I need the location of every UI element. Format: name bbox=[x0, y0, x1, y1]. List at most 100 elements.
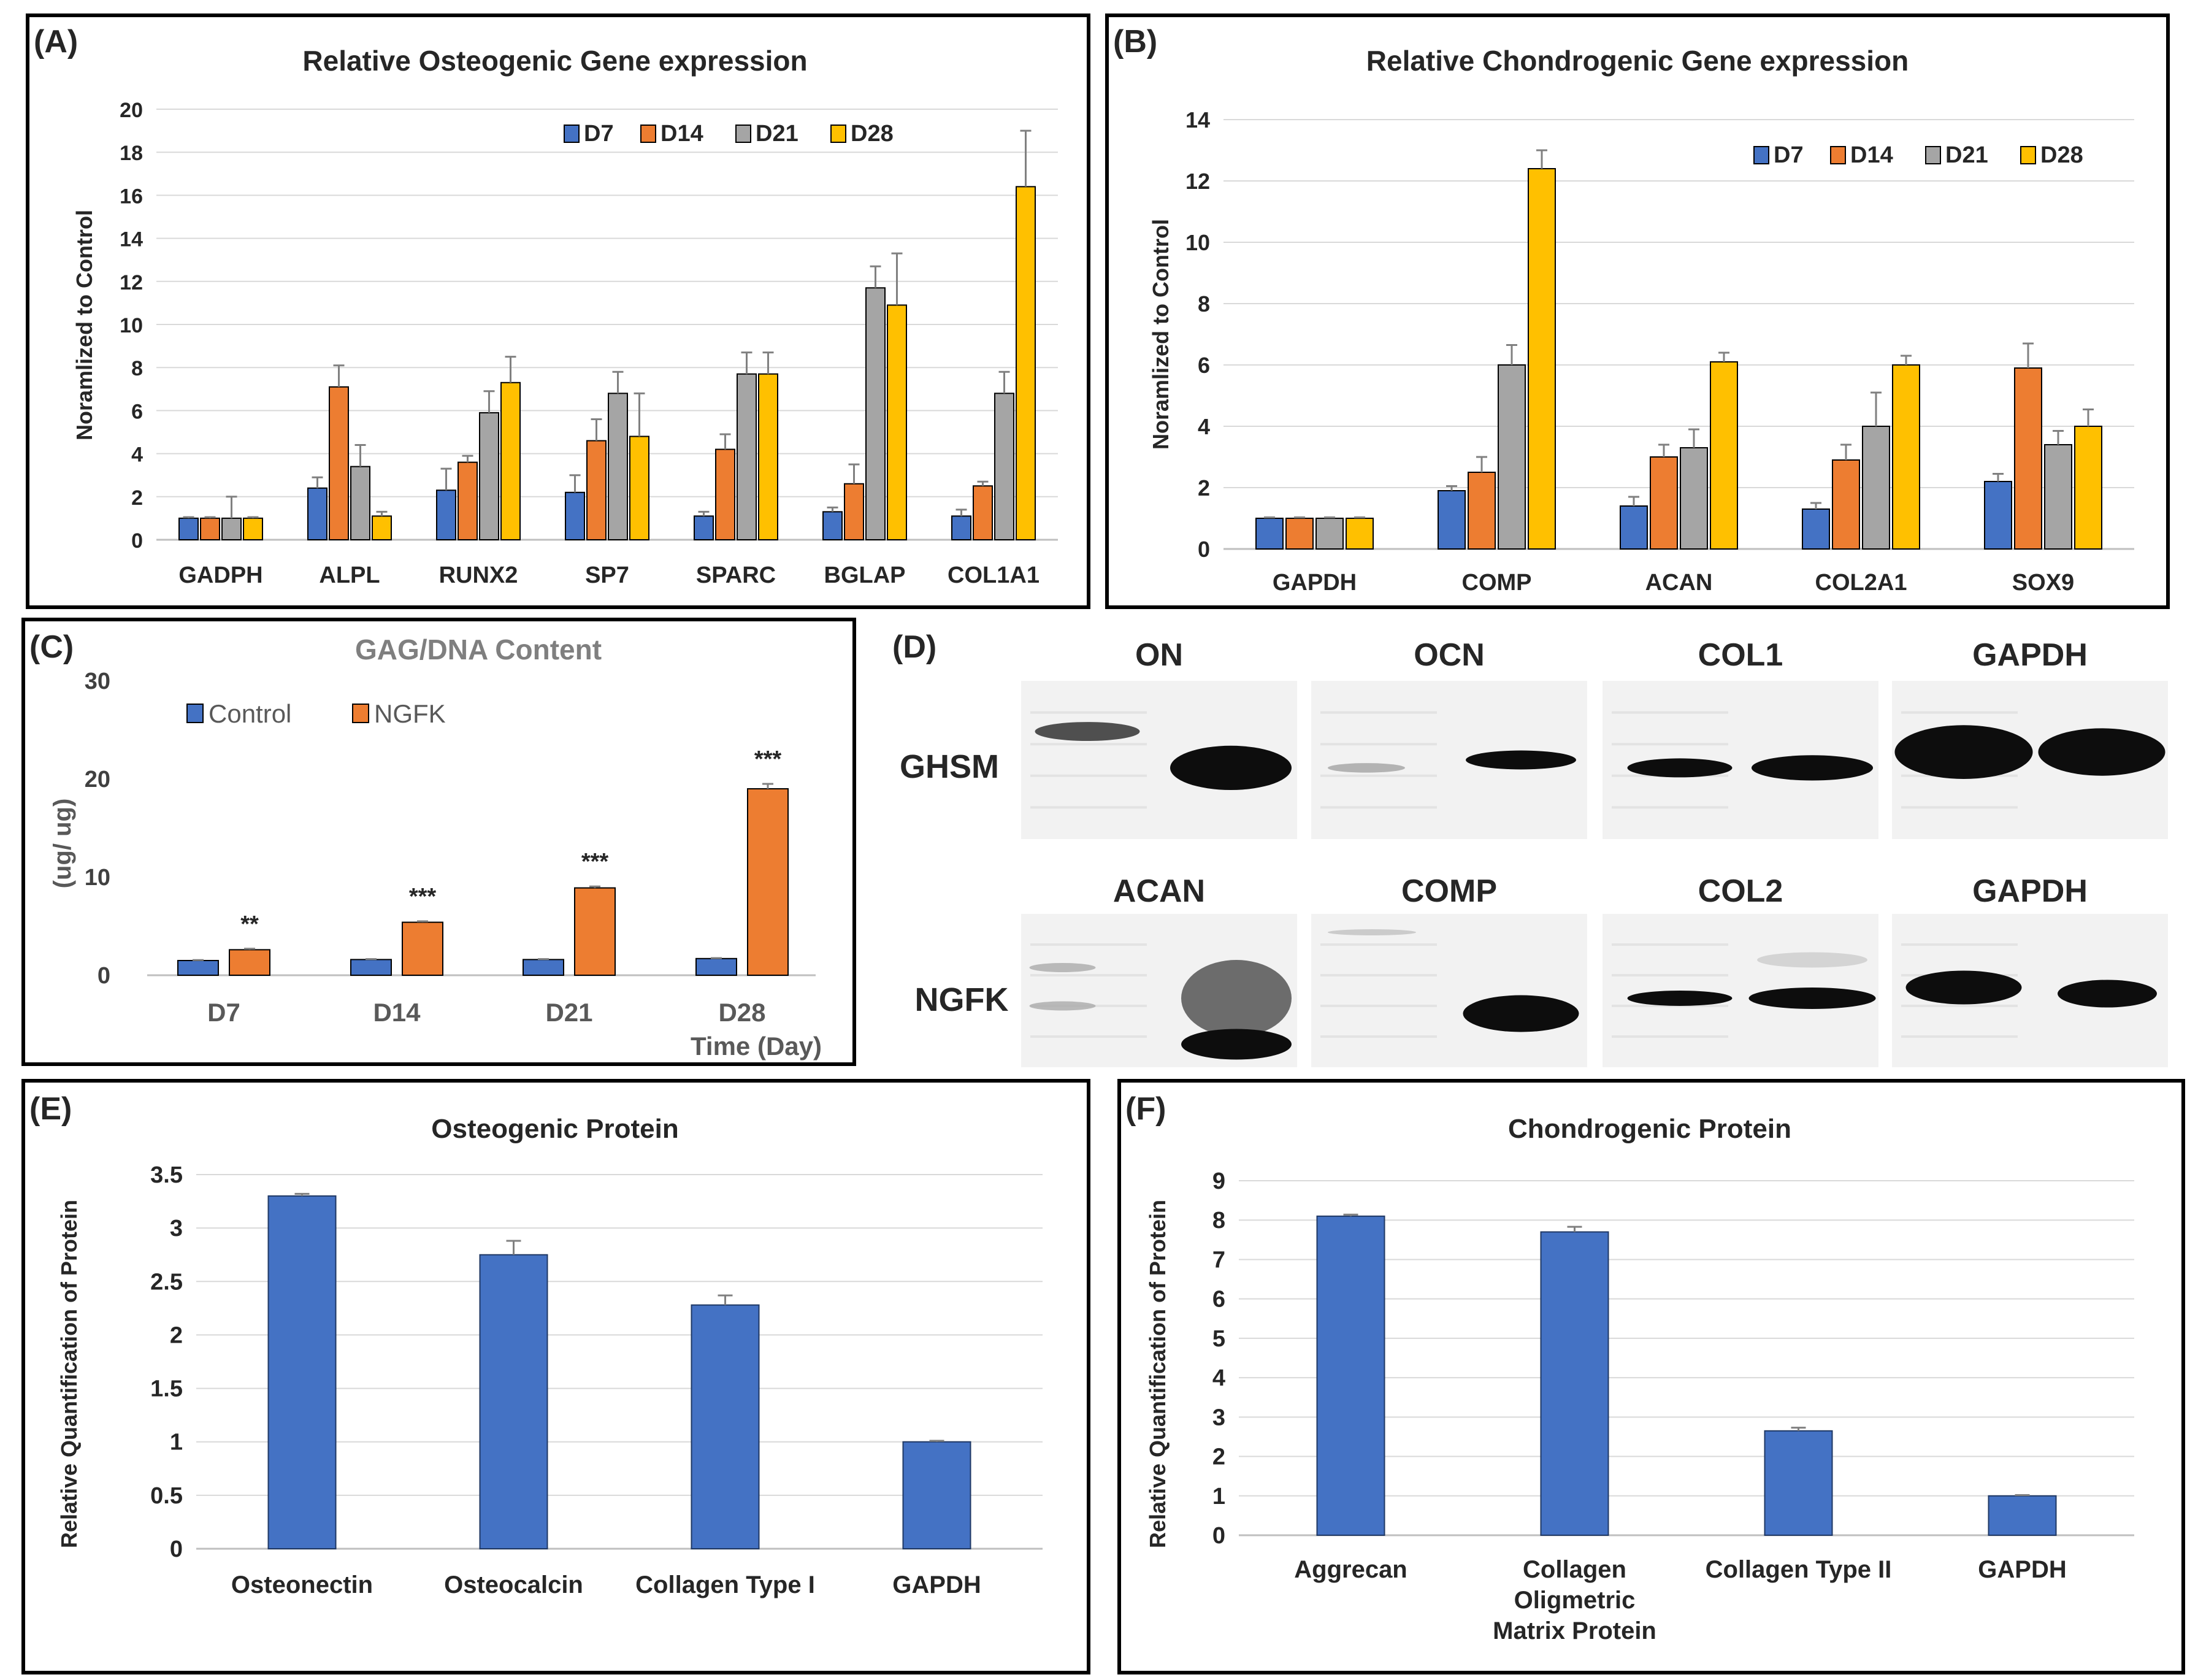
error-bar-D21-BGLAP bbox=[870, 265, 881, 288]
y-tick-label: 0 bbox=[98, 963, 110, 989]
panel-label-b: (B) bbox=[1113, 24, 1157, 59]
bar-Osteonectin bbox=[267, 1195, 337, 1550]
y-tick-label: 7 bbox=[1212, 1247, 1225, 1273]
bar-D14-ALPL bbox=[329, 386, 349, 540]
legend-label-D21: D21 bbox=[756, 121, 798, 147]
bar-D21-COMP bbox=[1498, 364, 1526, 550]
blot-gapdh-bottom bbox=[1892, 914, 2168, 1067]
bar-D7-COMP bbox=[1438, 490, 1466, 550]
bar-D14-SP7 bbox=[586, 440, 607, 540]
x-category-label-line: Matrix Protein bbox=[1493, 1617, 1656, 1644]
panel-label-e: (E) bbox=[29, 1091, 72, 1127]
legend-swatch-D28 bbox=[830, 125, 846, 143]
y-tick-label: 0 bbox=[131, 529, 143, 553]
y-tick-label: 0 bbox=[170, 1536, 183, 1562]
legend-swatch-D21 bbox=[735, 125, 751, 143]
bar-D28-BGLAP bbox=[887, 304, 907, 540]
bar-D21-ALPL bbox=[350, 466, 370, 540]
bar-D21-RUNX2 bbox=[479, 412, 499, 540]
blot-title: ON bbox=[1135, 637, 1183, 673]
panel-label-f: (F) bbox=[1125, 1091, 1166, 1127]
x-category-label: Osteonectin bbox=[231, 1571, 373, 1598]
bar-D21-SPARC bbox=[737, 373, 757, 540]
chart-title: Chondrogenic Protein bbox=[1508, 1114, 1791, 1144]
y-tick-label: 20 bbox=[85, 767, 110, 792]
legend-swatch-control bbox=[186, 704, 204, 723]
bar-D7-SOX9 bbox=[1984, 481, 2012, 550]
error-bar-D7-SP7 bbox=[569, 474, 581, 493]
bar-Control-D21 bbox=[523, 959, 564, 976]
legend-label-D14: D14 bbox=[1850, 142, 1893, 168]
x-category-label: COMP bbox=[1462, 570, 1532, 596]
bar-Aggrecan bbox=[1316, 1215, 1385, 1536]
bar-GAPDH bbox=[1988, 1495, 2057, 1536]
x-category-label: GAPDH bbox=[1273, 570, 1357, 596]
chart-title: Relative Osteogenic Gene expression bbox=[302, 45, 807, 77]
error-bar-D7-ACAN bbox=[1628, 496, 1639, 506]
error-bar-D7-SPARC bbox=[698, 510, 710, 516]
error-bar-Control-D28 bbox=[711, 957, 722, 959]
bar-D21-SOX9 bbox=[2044, 444, 2072, 550]
y-tick-label: 6 bbox=[131, 400, 143, 423]
y-tick-label: 6 bbox=[1198, 353, 1210, 378]
bar-D7-COL2A1 bbox=[1802, 508, 1830, 550]
x-category-label-line: Collagen Type II bbox=[1706, 1556, 1892, 1583]
bar-D21-ACAN bbox=[1680, 447, 1708, 550]
y-axis-label: Noramlized to Control bbox=[72, 210, 97, 440]
bar-Osteocalcin bbox=[479, 1254, 548, 1549]
legend-swatch-ngfk bbox=[352, 704, 369, 723]
bar-D28-SP7 bbox=[629, 435, 649, 541]
bar-D28-COL2A1 bbox=[1892, 364, 1920, 550]
y-tick-label: 2.5 bbox=[150, 1269, 183, 1295]
x-category-label-line: Aggrecan bbox=[1294, 1556, 1407, 1583]
legend-label-ngfk: NGFK bbox=[374, 699, 446, 728]
error-bar-D28-COMP bbox=[1536, 149, 1547, 169]
error-bar-Osteocalcin bbox=[506, 1240, 521, 1255]
error-bar-D21-GADPH bbox=[226, 496, 237, 518]
error-bar-D14-SP7 bbox=[591, 418, 602, 441]
bar-Control-D28 bbox=[695, 957, 737, 976]
y-tick-label: 3.5 bbox=[150, 1162, 183, 1188]
error-bar-D14-SOX9 bbox=[2023, 342, 2034, 368]
panel-c-frame bbox=[21, 618, 856, 1066]
x-category-label: COL2A1 bbox=[1815, 570, 1907, 596]
bar-D14-SOX9 bbox=[2014, 367, 2042, 550]
error-bar-D21-COMP bbox=[1506, 344, 1517, 365]
y-tick-label: 2 bbox=[1198, 475, 1210, 501]
error-bar-Control-D7 bbox=[193, 959, 204, 961]
error-bar-Aggrecan bbox=[1343, 1213, 1358, 1216]
x-category-label: D28 bbox=[718, 998, 765, 1027]
legend-label-D28: D28 bbox=[851, 121, 894, 147]
y-tick-label: 10 bbox=[85, 865, 110, 891]
error-bar-Osteonectin bbox=[294, 1192, 310, 1196]
blot-title: GAPDH bbox=[1972, 873, 2088, 909]
x-category-label-line: Collagen bbox=[1523, 1556, 1626, 1583]
error-bar-D28-SPARC bbox=[762, 351, 774, 374]
bar-D21-COL2A1 bbox=[1862, 426, 1890, 550]
bar-Collagen Oligmetric Matrix Protein bbox=[1540, 1231, 1609, 1536]
x-category-label: D21 bbox=[545, 998, 592, 1027]
y-tick-label: 16 bbox=[120, 185, 143, 208]
y-axis-label: Relative Quantification of Protein bbox=[56, 1200, 82, 1548]
y-axis-label: Relative Quantification of Protein bbox=[1145, 1200, 1170, 1548]
blot-col2 bbox=[1603, 914, 1878, 1067]
error-bar-D14-SPARC bbox=[719, 433, 731, 450]
error-bar-D21-RUNX2 bbox=[483, 390, 495, 413]
significance-marker: ** bbox=[240, 911, 259, 937]
chart-title: Relative Chondrogenic Gene expression bbox=[1366, 45, 1909, 77]
x-category-label: RUNX2 bbox=[439, 562, 518, 588]
bar-D7-COL1A1 bbox=[951, 515, 971, 541]
blot-row-label-ghsm: GHSM bbox=[900, 748, 999, 785]
bar-D21-COL1A1 bbox=[994, 393, 1014, 540]
bar-D28-SPARC bbox=[758, 373, 778, 540]
error-bar-D21-GAPDH bbox=[1324, 516, 1335, 518]
error-bar-GAPDH bbox=[929, 1440, 944, 1442]
error-bar-D7-ALPL bbox=[312, 476, 323, 488]
error-bar-D14-GADPH bbox=[204, 516, 216, 518]
error-bar-D7-COL2A1 bbox=[1810, 502, 1821, 509]
error-bar-D28-BGLAP bbox=[891, 252, 903, 305]
panel-label-d: (D) bbox=[892, 629, 936, 665]
bar-NGFK-D7 bbox=[229, 949, 270, 976]
bar-D7-ACAN bbox=[1620, 505, 1648, 550]
